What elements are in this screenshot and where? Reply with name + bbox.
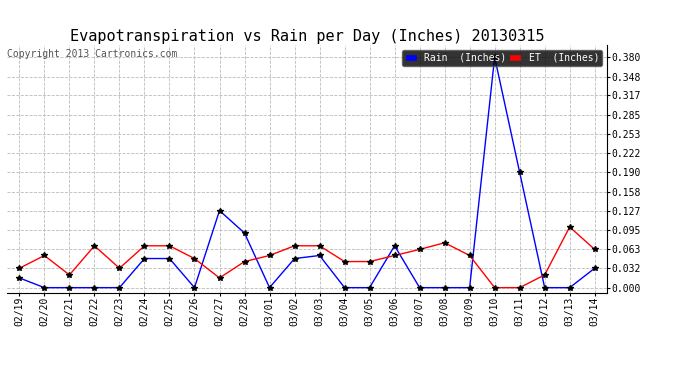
Title: Evapotranspiration vs Rain per Day (Inches) 20130315: Evapotranspiration vs Rain per Day (Inch… — [70, 29, 544, 44]
Text: Copyright 2013 Cartronics.com: Copyright 2013 Cartronics.com — [7, 49, 177, 59]
Legend: Rain  (Inches), ET  (Inches): Rain (Inches), ET (Inches) — [402, 50, 602, 66]
